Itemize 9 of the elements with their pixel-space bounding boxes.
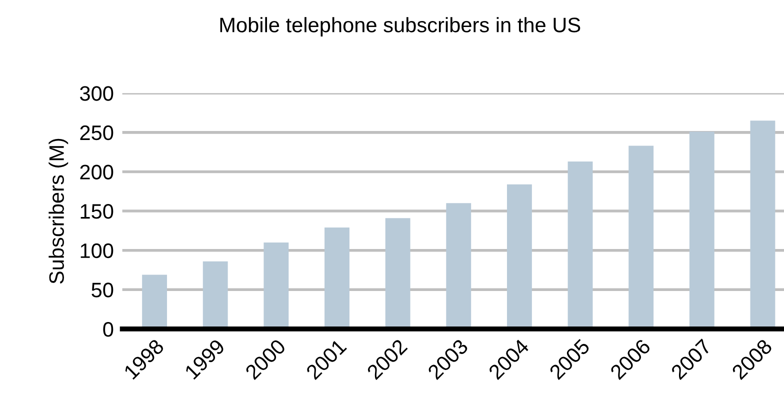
y-tick-label: 250 [80,125,114,140]
y-tick-label: 0 [103,322,114,337]
y-tick-label: 200 [80,164,114,180]
y-axis-title: Subscribers (M) [48,138,68,284]
y-tick-label: 150 [80,204,114,219]
y-tick-label: 50 [92,282,114,298]
y-tick-label: 100 [80,243,114,258]
y-tick-label: 300 [80,86,114,101]
chart-title: Mobile telephone subscribers in the US [220,17,580,36]
